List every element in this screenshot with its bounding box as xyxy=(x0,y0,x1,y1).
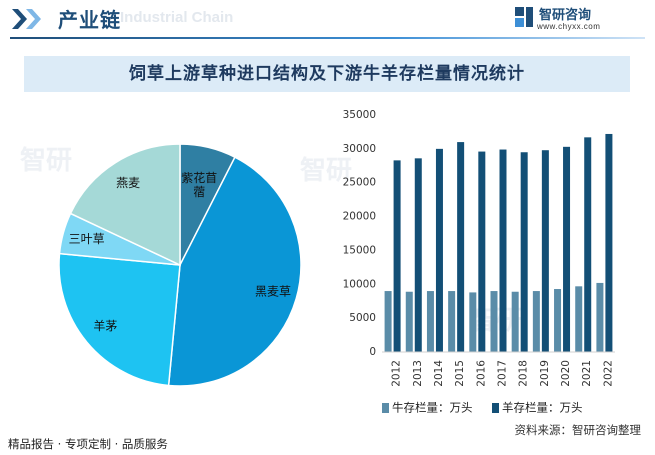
brand-logo-icon xyxy=(515,7,533,27)
legend-swatch xyxy=(382,403,389,413)
x-tick-label: 2019 xyxy=(539,360,551,387)
y-tick-label: 15000 xyxy=(343,244,376,256)
x-tick-label: 2014 xyxy=(433,360,445,387)
brand-name: 智研咨询 xyxy=(539,8,592,23)
page-section-title: 产业链 xyxy=(58,8,121,32)
footer-source: 资料来源：智研咨询整理 xyxy=(514,423,642,437)
bar xyxy=(499,149,507,352)
x-tick-label: 2012 xyxy=(391,360,403,387)
bar-chart: 0 5000 10000 15000 20000 25000 30000 35000 2012 2… xyxy=(343,109,615,415)
x-tick-label: 2017 xyxy=(497,360,509,387)
y-tick-label: 10000 xyxy=(343,278,376,290)
chevron-right-icon xyxy=(12,9,41,29)
bar xyxy=(563,146,571,352)
y-tick-label: 5000 xyxy=(349,312,376,324)
bar xyxy=(435,148,443,352)
bar xyxy=(393,160,401,352)
bar xyxy=(605,133,613,352)
chart-title-band: 饲草上游草种进口结构及下游牛羊存栏量情况统计 xyxy=(24,56,630,92)
bar xyxy=(478,151,486,352)
bar xyxy=(575,286,583,352)
bar xyxy=(448,291,456,352)
pie-slice xyxy=(69,143,181,267)
x-tick-label: 2018 xyxy=(518,360,530,387)
brand-url: www.chyxx.com xyxy=(537,22,601,31)
bar xyxy=(532,291,540,352)
bar xyxy=(554,289,562,352)
bar xyxy=(541,150,549,352)
legend-swatch xyxy=(492,403,499,413)
legend-label: 羊存栏量：万头 xyxy=(502,401,583,415)
header-divider xyxy=(10,37,645,39)
x-tick-label: 2013 xyxy=(412,360,424,387)
bar xyxy=(511,291,519,352)
legend-label: 牛存栏量：万头 xyxy=(392,401,473,415)
pie-label: 羊茅 xyxy=(93,318,117,333)
pie-label: 燕麦 xyxy=(116,176,140,190)
pie-slice xyxy=(58,252,181,387)
brand: 智研咨询 www.chyxx.com xyxy=(513,4,643,34)
page-header: Industrial Chain 产业链 智研咨询 www.chyxx.com xyxy=(0,0,655,39)
bar xyxy=(414,158,422,352)
x-tick-label: 2020 xyxy=(560,360,572,387)
chart-title: 饲草上游草种进口结构及下游牛羊存栏量情况统计 xyxy=(129,64,525,84)
y-tick-label: 25000 xyxy=(343,177,376,189)
bar xyxy=(490,291,498,352)
bar xyxy=(405,291,413,352)
bar xyxy=(426,291,434,352)
x-tick-label: 2016 xyxy=(475,360,487,387)
bar xyxy=(469,292,477,352)
footer-slogan: 精品报告 · 专项定制 · 品质服务 xyxy=(8,437,168,451)
x-tick-label: 2021 xyxy=(581,360,593,387)
bar xyxy=(457,142,465,352)
bar xyxy=(596,282,604,352)
x-tick-label: 2022 xyxy=(602,360,614,387)
header-watermark: Industrial Chain xyxy=(120,9,234,26)
y-tick-label: 30000 xyxy=(343,143,376,155)
y-tick-label: 0 xyxy=(369,346,376,358)
x-tick-label: 2015 xyxy=(454,360,466,387)
y-tick-label: 20000 xyxy=(343,211,376,223)
pie-label: 紫花苜蓿 xyxy=(181,169,217,198)
pie-label: 黑麦草 xyxy=(255,285,291,299)
bar xyxy=(584,137,592,352)
pie-label: 三叶草 xyxy=(69,232,105,246)
bar xyxy=(520,152,528,352)
pie-slice xyxy=(167,156,302,387)
y-tick-label: 35000 xyxy=(343,109,376,121)
bar xyxy=(384,291,392,352)
